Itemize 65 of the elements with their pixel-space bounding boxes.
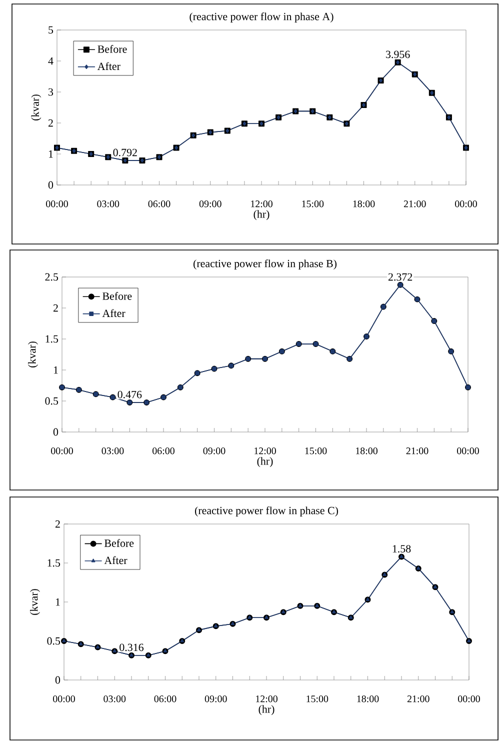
chart-title: (reactive power flow in phase B) (194, 259, 336, 270)
y-tick-label: 0.5 (45, 397, 58, 405)
x-tick-label: 00:00 (458, 696, 480, 702)
x-tick-label: 00:00 (46, 200, 68, 208)
x-tick-label: 18:00 (353, 200, 375, 208)
data-label: 0.476 (118, 390, 142, 398)
y-tick-label: 1 (54, 366, 58, 374)
y-tick-label: 1.5 (46, 335, 58, 343)
x-tick-label: 06:00 (148, 200, 170, 208)
data-label: 1.58 (392, 545, 411, 553)
legend-label: Before (98, 45, 127, 53)
legend-label: Before (104, 539, 134, 547)
data-label: 0.316 (120, 644, 144, 652)
x-tick-label: 06:00 (152, 448, 174, 454)
y-tick-label: 3 (48, 88, 54, 96)
data-label: 3.956 (386, 50, 410, 58)
x-axis-title: (hr) (254, 210, 270, 220)
x-tick-label: 21:00 (407, 696, 430, 702)
x-tick-label: 09:00 (199, 200, 222, 208)
x-tick-label: 03:00 (104, 696, 126, 702)
y-tick-label: 0 (48, 181, 54, 189)
legend-label: After (102, 309, 126, 318)
y-tick-label: 1 (48, 150, 53, 158)
y-tick-label: 0.5 (47, 637, 60, 645)
y-tick-label: 2 (48, 119, 53, 127)
x-tick-label: 21:00 (404, 200, 426, 208)
legend-label: Before (102, 292, 132, 300)
x-tick-label: 12:00 (254, 448, 276, 454)
y-axis-title: (kvar) (30, 589, 40, 615)
x-tick-label: 03:00 (97, 200, 120, 208)
x-tick-label: 09:00 (204, 696, 227, 702)
x-tick-label: 15:00 (305, 448, 327, 454)
y-tick-label: 2 (53, 304, 58, 312)
y-tick-label: 4 (48, 57, 54, 65)
chart-title: (reactive power flow in phase C) (195, 506, 338, 516)
x-tick-label: 00:00 (53, 696, 75, 702)
data-label: 0.792 (113, 148, 137, 156)
x-tick-label: 12:00 (251, 200, 272, 208)
x-axis-title: (hr) (257, 457, 273, 468)
x-tick-label: 03:00 (102, 448, 124, 454)
x-tick-label: 15:00 (306, 696, 328, 702)
x-tick-label: 00:00 (455, 200, 477, 208)
x-tick-label: 18:00 (356, 448, 378, 454)
legend-label: After (97, 62, 120, 70)
x-tick-label: 09:00 (203, 448, 226, 454)
y-tick-label: 2 (55, 520, 60, 528)
chart-title: (reactive power flow in phase A) (190, 12, 334, 22)
y-tick-label: 0 (53, 428, 58, 436)
y-tick-label: 0 (55, 676, 60, 684)
legend-label: After (104, 556, 128, 564)
x-tick-label: 00:00 (51, 448, 73, 454)
y-tick-label: 1 (56, 598, 60, 606)
x-tick-label: 00:00 (457, 448, 479, 454)
x-tick-label: 15:00 (302, 200, 324, 208)
y-tick-label: 1.5 (48, 559, 60, 567)
y-axis-title: (kvar) (31, 94, 42, 120)
y-axis-title: (kvar) (28, 342, 38, 368)
x-axis-title: (hr) (258, 705, 274, 716)
data-label: 2.372 (388, 273, 412, 281)
x-tick-label: 06:00 (154, 696, 176, 702)
y-tick-label: 2.5 (45, 273, 58, 281)
x-tick-label: 12:00 (256, 696, 278, 702)
x-tick-label: 21:00 (406, 448, 428, 454)
x-tick-label: 18:00 (357, 696, 379, 702)
y-tick-label: 5 (48, 26, 54, 34)
